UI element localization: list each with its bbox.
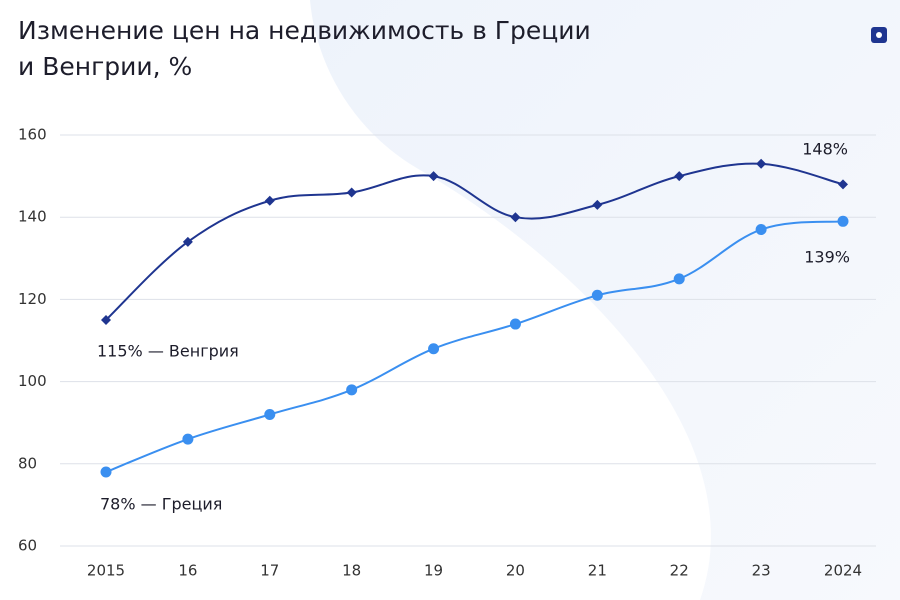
x-tick-label: 16 xyxy=(178,562,197,580)
data-point xyxy=(674,171,685,182)
chart-title: и Венгрии, % xyxy=(18,52,192,81)
data-point xyxy=(264,195,275,206)
x-tick-label: 2024 xyxy=(824,562,862,580)
data-point xyxy=(838,179,848,190)
chart-title: Изменение цен на недвижимость в Греции xyxy=(18,16,591,45)
y-tick-label: 160 xyxy=(18,126,47,144)
y-tick-label: 80 xyxy=(18,454,37,472)
annotation: 148% xyxy=(802,140,848,159)
plot: 60 80 100 120 140 160 2015 16 17 18 19 20 21 22 23 2024… xyxy=(18,126,876,580)
y-tick-label: 140 xyxy=(18,208,47,226)
logo-dot xyxy=(876,32,882,38)
series-line xyxy=(105,220,844,473)
annotation: 115% — Венгрия xyxy=(97,342,239,361)
data-point xyxy=(510,212,521,223)
data-point xyxy=(182,236,193,247)
series-line xyxy=(105,162,844,321)
data-point xyxy=(100,466,112,478)
x-tick-label: 21 xyxy=(588,562,607,580)
data-point xyxy=(346,384,358,396)
data-point xyxy=(428,171,439,182)
annotation: 78% — Греция xyxy=(100,495,222,514)
background-shape xyxy=(310,0,900,600)
x-tick-label: 23 xyxy=(752,562,771,580)
annotation: 139% xyxy=(804,248,850,267)
x-tick-label: 22 xyxy=(670,562,689,580)
data-point xyxy=(837,215,849,227)
x-tick-label: 18 xyxy=(342,562,361,580)
data-point xyxy=(346,187,357,198)
data-point xyxy=(755,224,767,236)
x-tick-label: 2015 xyxy=(87,562,125,580)
data-point xyxy=(592,199,603,210)
data-point xyxy=(264,408,276,420)
data-point xyxy=(101,314,111,325)
data-point xyxy=(182,433,194,445)
data-point xyxy=(591,289,603,301)
x-tick-label: 20 xyxy=(506,562,525,580)
y-tick-label: 100 xyxy=(18,372,47,390)
data-point xyxy=(756,158,767,169)
y-tick-label: 60 xyxy=(18,537,37,555)
x-tick-label: 19 xyxy=(424,562,443,580)
y-tick-label: 120 xyxy=(18,290,47,308)
data-point xyxy=(428,343,440,355)
data-point xyxy=(673,273,685,285)
data-point xyxy=(509,318,521,330)
x-tick-label: 17 xyxy=(260,562,279,580)
